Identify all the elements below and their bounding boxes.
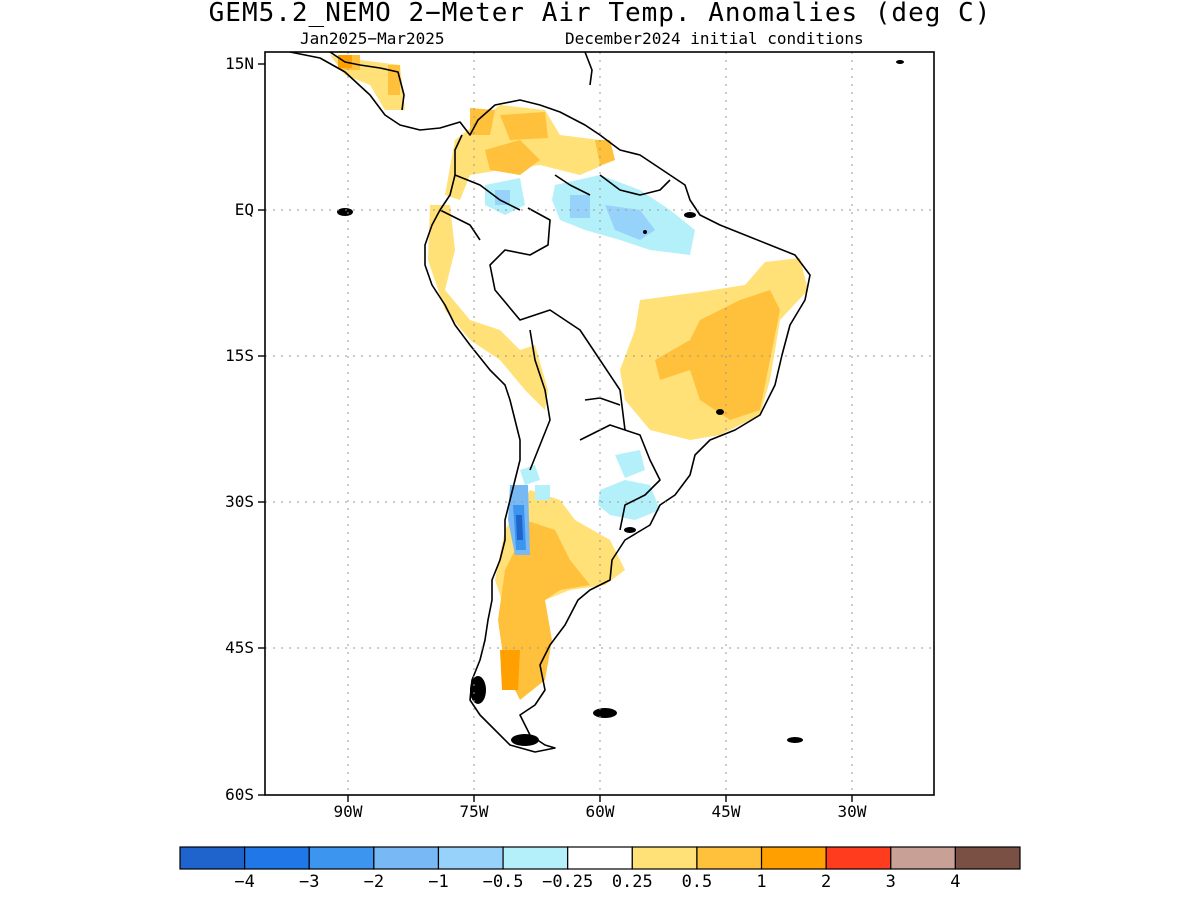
lon-label-30w: 30W [837, 802, 867, 821]
islands [337, 60, 904, 746]
lat-label-eq: EQ [234, 200, 254, 219]
colorbar-swatch [179, 846, 246, 870]
colorbar-swatch [954, 846, 1021, 870]
colorbar-swatch [567, 846, 633, 870]
lon-label-60w: 60W [585, 802, 615, 821]
colorbar-label: 2 [821, 872, 832, 892]
colorbar-swatch [696, 846, 763, 870]
colorbar-label: 4 [950, 872, 961, 892]
lat-label-30s: 30S [225, 492, 254, 511]
colorbar [179, 846, 1021, 870]
colorbar-swatch [631, 846, 698, 870]
anomaly-0.5-1 [340, 55, 780, 700]
lat-label-45s: 45S [225, 638, 254, 657]
colorbar-label: 1 [756, 872, 767, 892]
colorbar-label: −0.5 [482, 872, 524, 892]
map-title: GEM5.2_NEMO 2−Meter Air Temp. Anomalies … [208, 0, 992, 28]
lon-label-90w: 90W [333, 802, 363, 821]
colorbar-label: −0.25 [542, 872, 594, 892]
coastlines [289, 52, 811, 753]
forecast-period: Jan2025−Mar2025 [300, 29, 445, 48]
colorbar-swatch [244, 846, 310, 870]
colorbar-label: −2 [363, 872, 385, 892]
lat-label-15s: 15S [225, 346, 254, 365]
colorbar-label: −1 [428, 872, 449, 892]
colorbar-label: 0.25 [611, 872, 653, 892]
colorbar-swatch [890, 846, 956, 870]
axis-ticks [258, 63, 853, 802]
colorbar-swatch [760, 846, 827, 870]
colorbar-swatch [437, 846, 504, 870]
colorbar-label: −4 [234, 872, 255, 892]
initial-conditions: December2024 initial conditions [565, 29, 864, 48]
lat-label-60s: 60S [225, 785, 254, 804]
lon-label-75w: 75W [459, 802, 489, 821]
colorbar-swatch [825, 846, 892, 870]
lat-label-15n: 15N [225, 54, 254, 73]
anomaly-field [289, 52, 904, 753]
lon-label-45w: 45W [711, 802, 741, 821]
colorbar-label: 0.5 [681, 872, 713, 892]
colorbar-swatch [373, 846, 440, 870]
colorbar-swatch [308, 846, 375, 870]
colorbar-label: 3 [885, 872, 896, 892]
colorbar-swatch [502, 846, 569, 870]
colorbar-label: −3 [298, 872, 320, 892]
anomaly-neg-0.5-1 [495, 190, 655, 240]
